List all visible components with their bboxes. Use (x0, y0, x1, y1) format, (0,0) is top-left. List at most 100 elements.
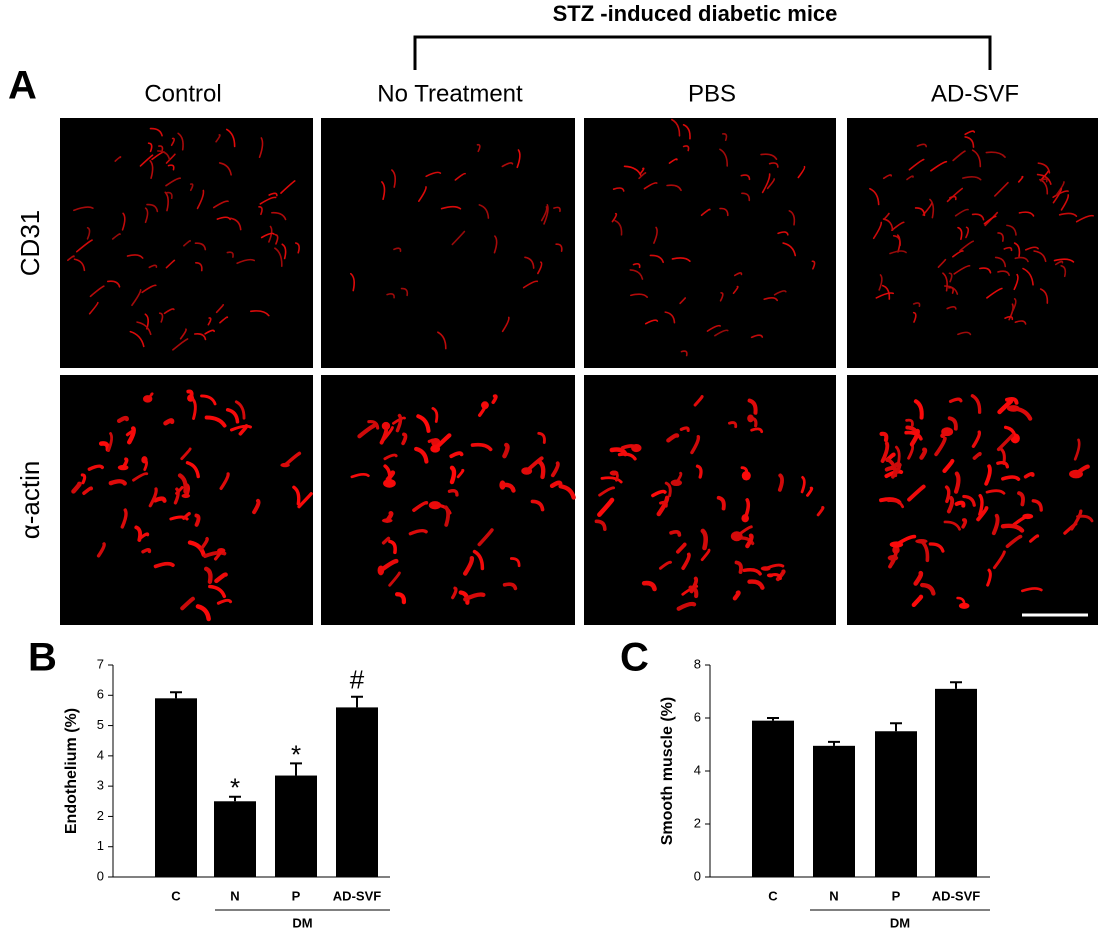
stain (383, 479, 396, 488)
stain (641, 580, 657, 592)
stain (714, 329, 729, 337)
stain (200, 394, 217, 406)
stain (609, 470, 619, 476)
stain (742, 567, 762, 576)
stain (1033, 250, 1047, 263)
stain (887, 554, 899, 561)
stain (760, 153, 778, 161)
stain (350, 472, 370, 479)
stain (961, 518, 968, 529)
stain (912, 311, 917, 323)
stain (664, 481, 672, 498)
annotation: * (230, 773, 240, 803)
stain (400, 287, 409, 297)
stain (741, 514, 749, 523)
stain (721, 132, 728, 142)
stain (638, 172, 647, 180)
stain (165, 191, 173, 200)
y-tick-label: 4 (97, 747, 104, 762)
stain (970, 394, 982, 414)
stain (747, 414, 754, 423)
stain (458, 590, 470, 605)
bar (275, 775, 317, 877)
stain (671, 257, 691, 263)
stain (394, 592, 407, 605)
stain (444, 505, 451, 527)
stain (367, 419, 380, 430)
stain (669, 529, 682, 537)
stain (883, 212, 890, 220)
row-label: CD31 (15, 210, 45, 276)
stain (985, 489, 1006, 495)
stain (745, 533, 754, 549)
stain (226, 251, 234, 258)
stain (349, 272, 355, 292)
stain (219, 472, 230, 491)
stain (879, 431, 889, 443)
stain (962, 494, 976, 507)
y-tick-label: 0 (97, 868, 104, 883)
y-tick-label: 6 (694, 709, 701, 724)
stain (682, 123, 691, 140)
stain (67, 255, 75, 262)
stain (946, 305, 957, 310)
stain (1017, 175, 1024, 183)
stain (179, 328, 187, 340)
stain (816, 506, 825, 517)
stain (929, 198, 935, 219)
stain (1006, 224, 1017, 236)
stain (600, 476, 623, 484)
y-tick-label: 7 (97, 656, 104, 671)
stain (193, 333, 207, 341)
stain (377, 565, 385, 576)
stain (521, 467, 533, 475)
annotation: * (291, 739, 301, 769)
stain (941, 427, 954, 437)
stain (217, 547, 226, 554)
stain (194, 513, 201, 527)
stain (177, 473, 188, 494)
stain (157, 150, 171, 161)
stain (937, 258, 947, 268)
stain (912, 302, 921, 308)
stain (1004, 315, 1014, 321)
y-tick-label: 4 (694, 762, 701, 777)
stain (88, 301, 99, 315)
stain (165, 153, 176, 164)
stain (670, 479, 683, 487)
stain (183, 239, 192, 247)
stain (985, 151, 1006, 158)
stain (908, 158, 925, 171)
stain (994, 181, 1009, 197)
stain (449, 465, 457, 485)
stain (451, 586, 458, 600)
stain (948, 272, 953, 283)
stain (238, 424, 249, 436)
bar (813, 745, 855, 877)
stain (199, 536, 209, 551)
stain (229, 424, 252, 432)
stain (930, 160, 948, 172)
stain (89, 285, 105, 298)
panel-label: C (620, 636, 649, 680)
stain (73, 258, 86, 272)
micrograph (584, 118, 836, 368)
stain (189, 183, 194, 192)
stain (477, 528, 494, 547)
stain (959, 240, 974, 252)
stain (695, 464, 703, 479)
stain (632, 262, 641, 269)
stain (141, 456, 148, 464)
stain (1014, 256, 1029, 263)
column-label: Control (144, 80, 221, 107)
y-tick-label: 0 (694, 868, 701, 883)
stain (734, 560, 743, 574)
stain (158, 312, 164, 323)
stain (991, 513, 1000, 536)
stain (773, 290, 787, 296)
stain (1053, 258, 1075, 263)
column-label: No Treatment (377, 80, 523, 107)
stain (892, 546, 900, 554)
stain (639, 167, 645, 175)
stain (212, 200, 229, 209)
